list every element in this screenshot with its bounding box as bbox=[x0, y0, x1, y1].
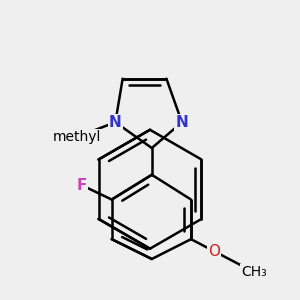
Text: O: O bbox=[208, 244, 220, 259]
Text: CH₃: CH₃ bbox=[242, 265, 267, 279]
Text: methyl: methyl bbox=[52, 130, 101, 144]
Text: F: F bbox=[76, 178, 87, 193]
Text: N: N bbox=[109, 115, 122, 130]
Text: N: N bbox=[176, 115, 188, 130]
